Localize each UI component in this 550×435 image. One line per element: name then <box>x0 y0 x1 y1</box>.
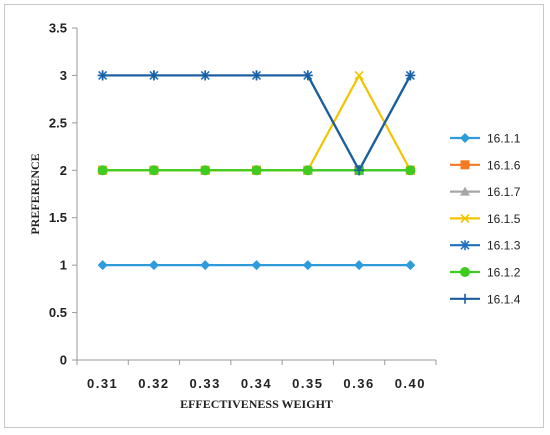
legend-item: 16.1.4 <box>450 292 521 306</box>
series-16-1-5 <box>98 70 415 175</box>
data-point <box>354 70 364 80</box>
y-tick-label: 0.5 <box>49 305 67 320</box>
x-tick-label: 0.33 <box>190 376 221 391</box>
legend-item: 16.1.7 <box>450 185 521 199</box>
x-axis-title: EFFECTIVENESS WEIGHT <box>180 397 333 411</box>
legend-marker <box>460 267 470 277</box>
series-16-1-4 <box>97 70 416 176</box>
x-tick-label: 0.31 <box>87 376 118 391</box>
data-point <box>302 70 313 81</box>
legend-item: 16.1.2 <box>450 266 521 280</box>
x-tick-label: 0.34 <box>241 376 272 391</box>
data-point <box>354 260 365 271</box>
legend-marker <box>460 213 470 223</box>
y-axis-title: PREFERENCE <box>28 153 42 234</box>
legend-label: 16.1.5 <box>487 212 521 226</box>
y-tick-label: 3.5 <box>49 21 67 36</box>
data-point <box>302 165 313 176</box>
y-tick-label: 1.5 <box>49 210 67 225</box>
data-point <box>148 260 159 271</box>
data-point <box>405 165 416 176</box>
data-point <box>97 70 108 81</box>
data-point <box>405 70 416 81</box>
legend-marker <box>460 133 470 143</box>
series-16-1-1 <box>97 260 416 271</box>
legend-label: 16.1.2 <box>487 266 521 280</box>
series-line <box>102 74 412 172</box>
data-point <box>251 165 262 176</box>
legend-label: 16.1.4 <box>487 292 521 306</box>
legend-item: 16.1.1 <box>450 132 521 146</box>
data-point <box>148 165 159 176</box>
data-point <box>302 260 313 271</box>
data-point <box>148 70 159 81</box>
x-tick-label: 0.40 <box>395 376 426 391</box>
data-point <box>200 260 211 271</box>
data-point <box>251 70 262 81</box>
chart-frame: 0 0.5 1 1.5 2 2.5 3 3.5 0.31 0.32 0.33 0.34 0.35 0.36… <box>4 4 544 428</box>
series-16-1-3 <box>98 70 415 176</box>
line-chart: 0 0.5 1 1.5 2 2.5 3 3.5 0.31 0.32 0.33 0.34 0.35 0.36… <box>28 21 521 412</box>
x-tick-label: 0.36 <box>343 376 374 391</box>
legend-marker <box>460 160 470 170</box>
x-tick-label: 0.35 <box>292 376 323 391</box>
legend-label: 16.1.1 <box>487 132 521 146</box>
legend-marker <box>460 186 470 196</box>
data-point <box>251 260 262 271</box>
y-tick-label: 2.5 <box>49 115 67 130</box>
series-line <box>102 74 412 172</box>
data-point <box>200 165 211 176</box>
legend-label: 16.1.3 <box>487 239 521 253</box>
series-16-1-2 <box>97 165 416 176</box>
y-tick-label: 2 <box>60 163 67 178</box>
series-line <box>102 74 412 172</box>
x-tick-label: 0.32 <box>138 376 169 391</box>
data-point <box>97 165 108 176</box>
legend-marker <box>460 293 470 304</box>
legend-marker <box>460 240 470 251</box>
data-point <box>405 260 416 271</box>
y-tick-label: 0 <box>60 353 67 368</box>
axes: 0 0.5 1 1.5 2 2.5 3 3.5 0.31 0.32 0.33 0.34 0.35 0.36… <box>49 21 437 391</box>
data-point <box>200 70 211 81</box>
legend-item: 16.1.3 <box>450 239 521 253</box>
y-tick-label: 3 <box>60 68 67 83</box>
legend-label: 16.1.6 <box>487 158 521 172</box>
y-tick-label: 1 <box>60 258 67 273</box>
legend-label: 16.1.7 <box>487 185 521 199</box>
data-point <box>97 260 108 271</box>
legend: 16.1.1 16.1.6 16.1.7 16.1.5 16.1.3 16.1.2 16.1… <box>450 132 521 306</box>
series-layer <box>97 70 416 271</box>
legend-item: 16.1.6 <box>450 158 521 172</box>
legend-item: 16.1.5 <box>450 212 521 226</box>
data-point <box>354 165 365 176</box>
